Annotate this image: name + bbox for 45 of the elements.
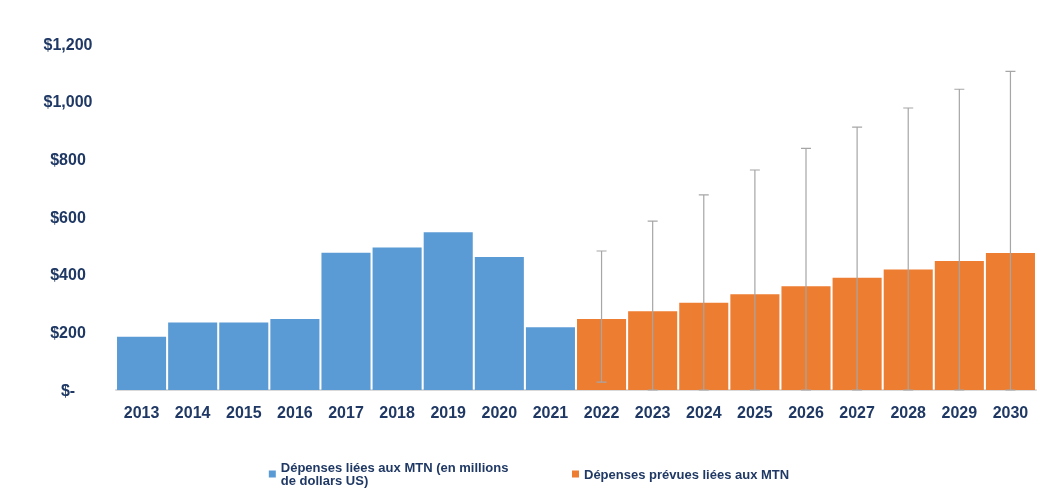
y-tick-label: $400 [50, 266, 86, 284]
x-tick-label: 2027 [839, 403, 876, 421]
bar [577, 319, 627, 390]
x-tick-label: 2014 [174, 403, 211, 421]
x-tick-label: 2028 [890, 403, 927, 421]
bar [525, 327, 575, 390]
bar [883, 269, 933, 390]
bar [628, 311, 678, 390]
y-tick-label: $- [60, 381, 76, 399]
x-tick-label: 2025 [737, 403, 773, 421]
x-tick-label: 2021 [532, 403, 569, 421]
bar [117, 336, 167, 390]
bar [474, 257, 524, 390]
x-tick-label: 2019 [430, 403, 467, 421]
x-tick-label: 2022 [583, 403, 620, 421]
legend-label: Dépenses liées aux MTN (en millions de dollars US) [280, 460, 512, 488]
y-tick-label: $800 [50, 150, 86, 168]
bar [219, 322, 269, 390]
bar [730, 294, 780, 390]
y-tick-label: $600 [50, 208, 86, 226]
bar [321, 252, 371, 390]
bar [985, 253, 1035, 390]
x-tick-label: 2024 [685, 403, 722, 421]
y-tick-label: $1,200 [43, 35, 93, 53]
y-tick-label: $1,000 [43, 93, 93, 111]
x-tick-label: 2018 [379, 403, 416, 421]
x-tick-label: 2015 [225, 403, 262, 421]
legend-label: Dépenses prévues liées aux MTN [583, 466, 790, 482]
x-tick-label: 2016 [277, 403, 313, 421]
bar [934, 261, 984, 390]
bar [679, 302, 729, 390]
x-tick-label: 2013 [123, 403, 160, 421]
bar [270, 319, 320, 390]
x-tick-label: 2017 [328, 403, 364, 421]
bar [168, 322, 218, 390]
x-tick-label: 2026 [788, 403, 824, 421]
x-tick-label: 2030 [992, 403, 1029, 421]
x-tick-label: 2029 [941, 403, 978, 421]
x-tick-label: 2023 [634, 403, 671, 421]
y-tick-label: $200 [50, 323, 86, 341]
x-tick-label: 2020 [481, 403, 518, 421]
bar [423, 232, 473, 390]
bar [781, 286, 831, 390]
bar [372, 247, 422, 390]
bar [832, 277, 882, 390]
